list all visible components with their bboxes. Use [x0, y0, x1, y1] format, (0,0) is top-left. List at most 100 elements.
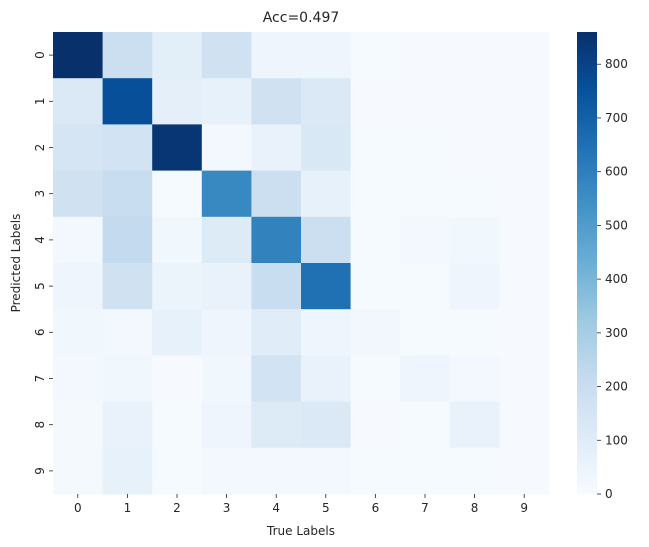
heatmap-cell — [400, 124, 451, 172]
y-tick-label: 6 — [33, 328, 47, 336]
heatmap-cell — [499, 78, 550, 125]
heatmap-cell — [400, 170, 451, 218]
heatmap-cell — [251, 216, 302, 264]
heatmap-cell — [102, 447, 153, 495]
heatmap-cell — [499, 263, 550, 310]
heatmap-cell — [201, 78, 252, 125]
heatmap-cell — [102, 216, 153, 264]
heatmap-cell — [251, 263, 302, 310]
heatmap-cell — [53, 447, 104, 495]
heatmap-cell — [499, 124, 550, 172]
y-axis-label: Predicted Labels — [9, 214, 23, 313]
heatmap-cell — [350, 355, 401, 403]
y-tick-label: 8 — [33, 421, 47, 429]
heatmap-cell — [449, 355, 500, 403]
heatmap-cell — [201, 309, 252, 356]
heatmap-cell — [152, 78, 203, 125]
colorbar-tick-label: 500 — [605, 218, 628, 232]
heatmap-cell — [400, 216, 451, 264]
heatmap-cell — [102, 355, 153, 403]
heatmap-cell — [400, 309, 451, 356]
heatmap-cell — [350, 170, 401, 218]
heatmap-cell — [301, 78, 352, 125]
heatmap-cell — [53, 78, 104, 125]
y-tick-label: 7 — [33, 375, 47, 383]
heatmap-cell — [152, 355, 203, 403]
heatmap-cell — [449, 263, 500, 310]
heatmap-cell — [201, 32, 252, 79]
y-tick-label: 0 — [33, 51, 47, 59]
heatmap-cell — [201, 263, 252, 310]
x-tick-label: 0 — [74, 501, 82, 515]
colorbar-ticks: 0 100 200 300 400 500 600 700 800 — [597, 57, 628, 501]
heatmap-cell — [152, 263, 203, 310]
heatmap-cell — [102, 263, 153, 310]
heatmap-cell — [449, 32, 500, 79]
heatmap-cell — [152, 447, 203, 495]
heatmap-cell — [53, 309, 104, 356]
heatmap-cell — [350, 32, 401, 79]
heatmap-cell — [499, 170, 550, 218]
y-tick-label: 3 — [33, 190, 47, 198]
x-tick-label: 6 — [372, 501, 380, 515]
heatmap-cell — [400, 263, 451, 310]
heatmap-cell — [400, 32, 451, 79]
colorbar-tick-label: 400 — [605, 272, 628, 286]
heatmap-cell — [201, 170, 252, 218]
heatmap-cell — [53, 32, 104, 79]
heatmap-cell — [251, 32, 302, 79]
y-tick-label: 2 — [33, 144, 47, 152]
heatmap-cell — [301, 401, 352, 449]
heatmap-cell — [301, 263, 352, 310]
heatmap-cell — [400, 355, 451, 403]
heatmap-cell — [53, 170, 104, 218]
heatmap-cell — [499, 401, 550, 449]
heatmap-cell — [201, 447, 252, 495]
y-tick-label: 5 — [33, 282, 47, 290]
colorbar-tick-label: 0 — [605, 487, 613, 501]
heatmap-cell — [251, 309, 302, 356]
heatmap-cell — [301, 170, 352, 218]
heatmap-cell — [499, 309, 550, 356]
heatmap-cell — [499, 216, 550, 264]
heatmap-cell — [400, 447, 451, 495]
heatmap-cell — [301, 216, 352, 264]
heatmap-cell — [251, 401, 302, 449]
heatmap-cell — [53, 263, 104, 310]
heatmap-cell — [102, 32, 153, 79]
heatmap-cell — [201, 124, 252, 172]
heatmap-cell — [53, 216, 104, 264]
heatmap-cell — [499, 32, 550, 79]
colorbar — [577, 32, 597, 494]
heatmap-cell — [201, 355, 252, 403]
heatmap-cell — [102, 170, 153, 218]
heatmap-cell — [449, 170, 500, 218]
heatmap-cell — [251, 124, 302, 172]
heatmap-cell — [350, 401, 401, 449]
x-tick-label: 9 — [520, 501, 528, 515]
heatmap-cell — [152, 216, 203, 264]
x-tick-label: 4 — [272, 501, 280, 515]
heatmap-cell — [251, 78, 302, 125]
heatmap-cell — [301, 32, 352, 79]
x-tick-label: 3 — [223, 501, 231, 515]
heatmap-cell — [350, 124, 401, 172]
heatmap-cell — [152, 309, 203, 356]
heatmap-cell — [449, 216, 500, 264]
y-tick-label: 9 — [33, 467, 47, 475]
y-tick-label: 1 — [33, 97, 47, 105]
x-axis-ticks: 0 1 2 3 4 5 6 7 8 9 — [74, 494, 528, 515]
colorbar-tick-label: 300 — [605, 326, 628, 340]
heatmap-cell — [251, 447, 302, 495]
heatmap-cell — [449, 78, 500, 125]
heatmap-cell — [152, 124, 203, 172]
heatmap-cell — [350, 216, 401, 264]
x-tick-label: 5 — [322, 501, 330, 515]
heatmap-cell — [251, 355, 302, 403]
heatmap-cell — [301, 124, 352, 172]
heatmap-cell — [102, 309, 153, 356]
heatmap-cell — [201, 216, 252, 264]
heatmap-cell — [449, 447, 500, 495]
heatmap-cell — [301, 447, 352, 495]
